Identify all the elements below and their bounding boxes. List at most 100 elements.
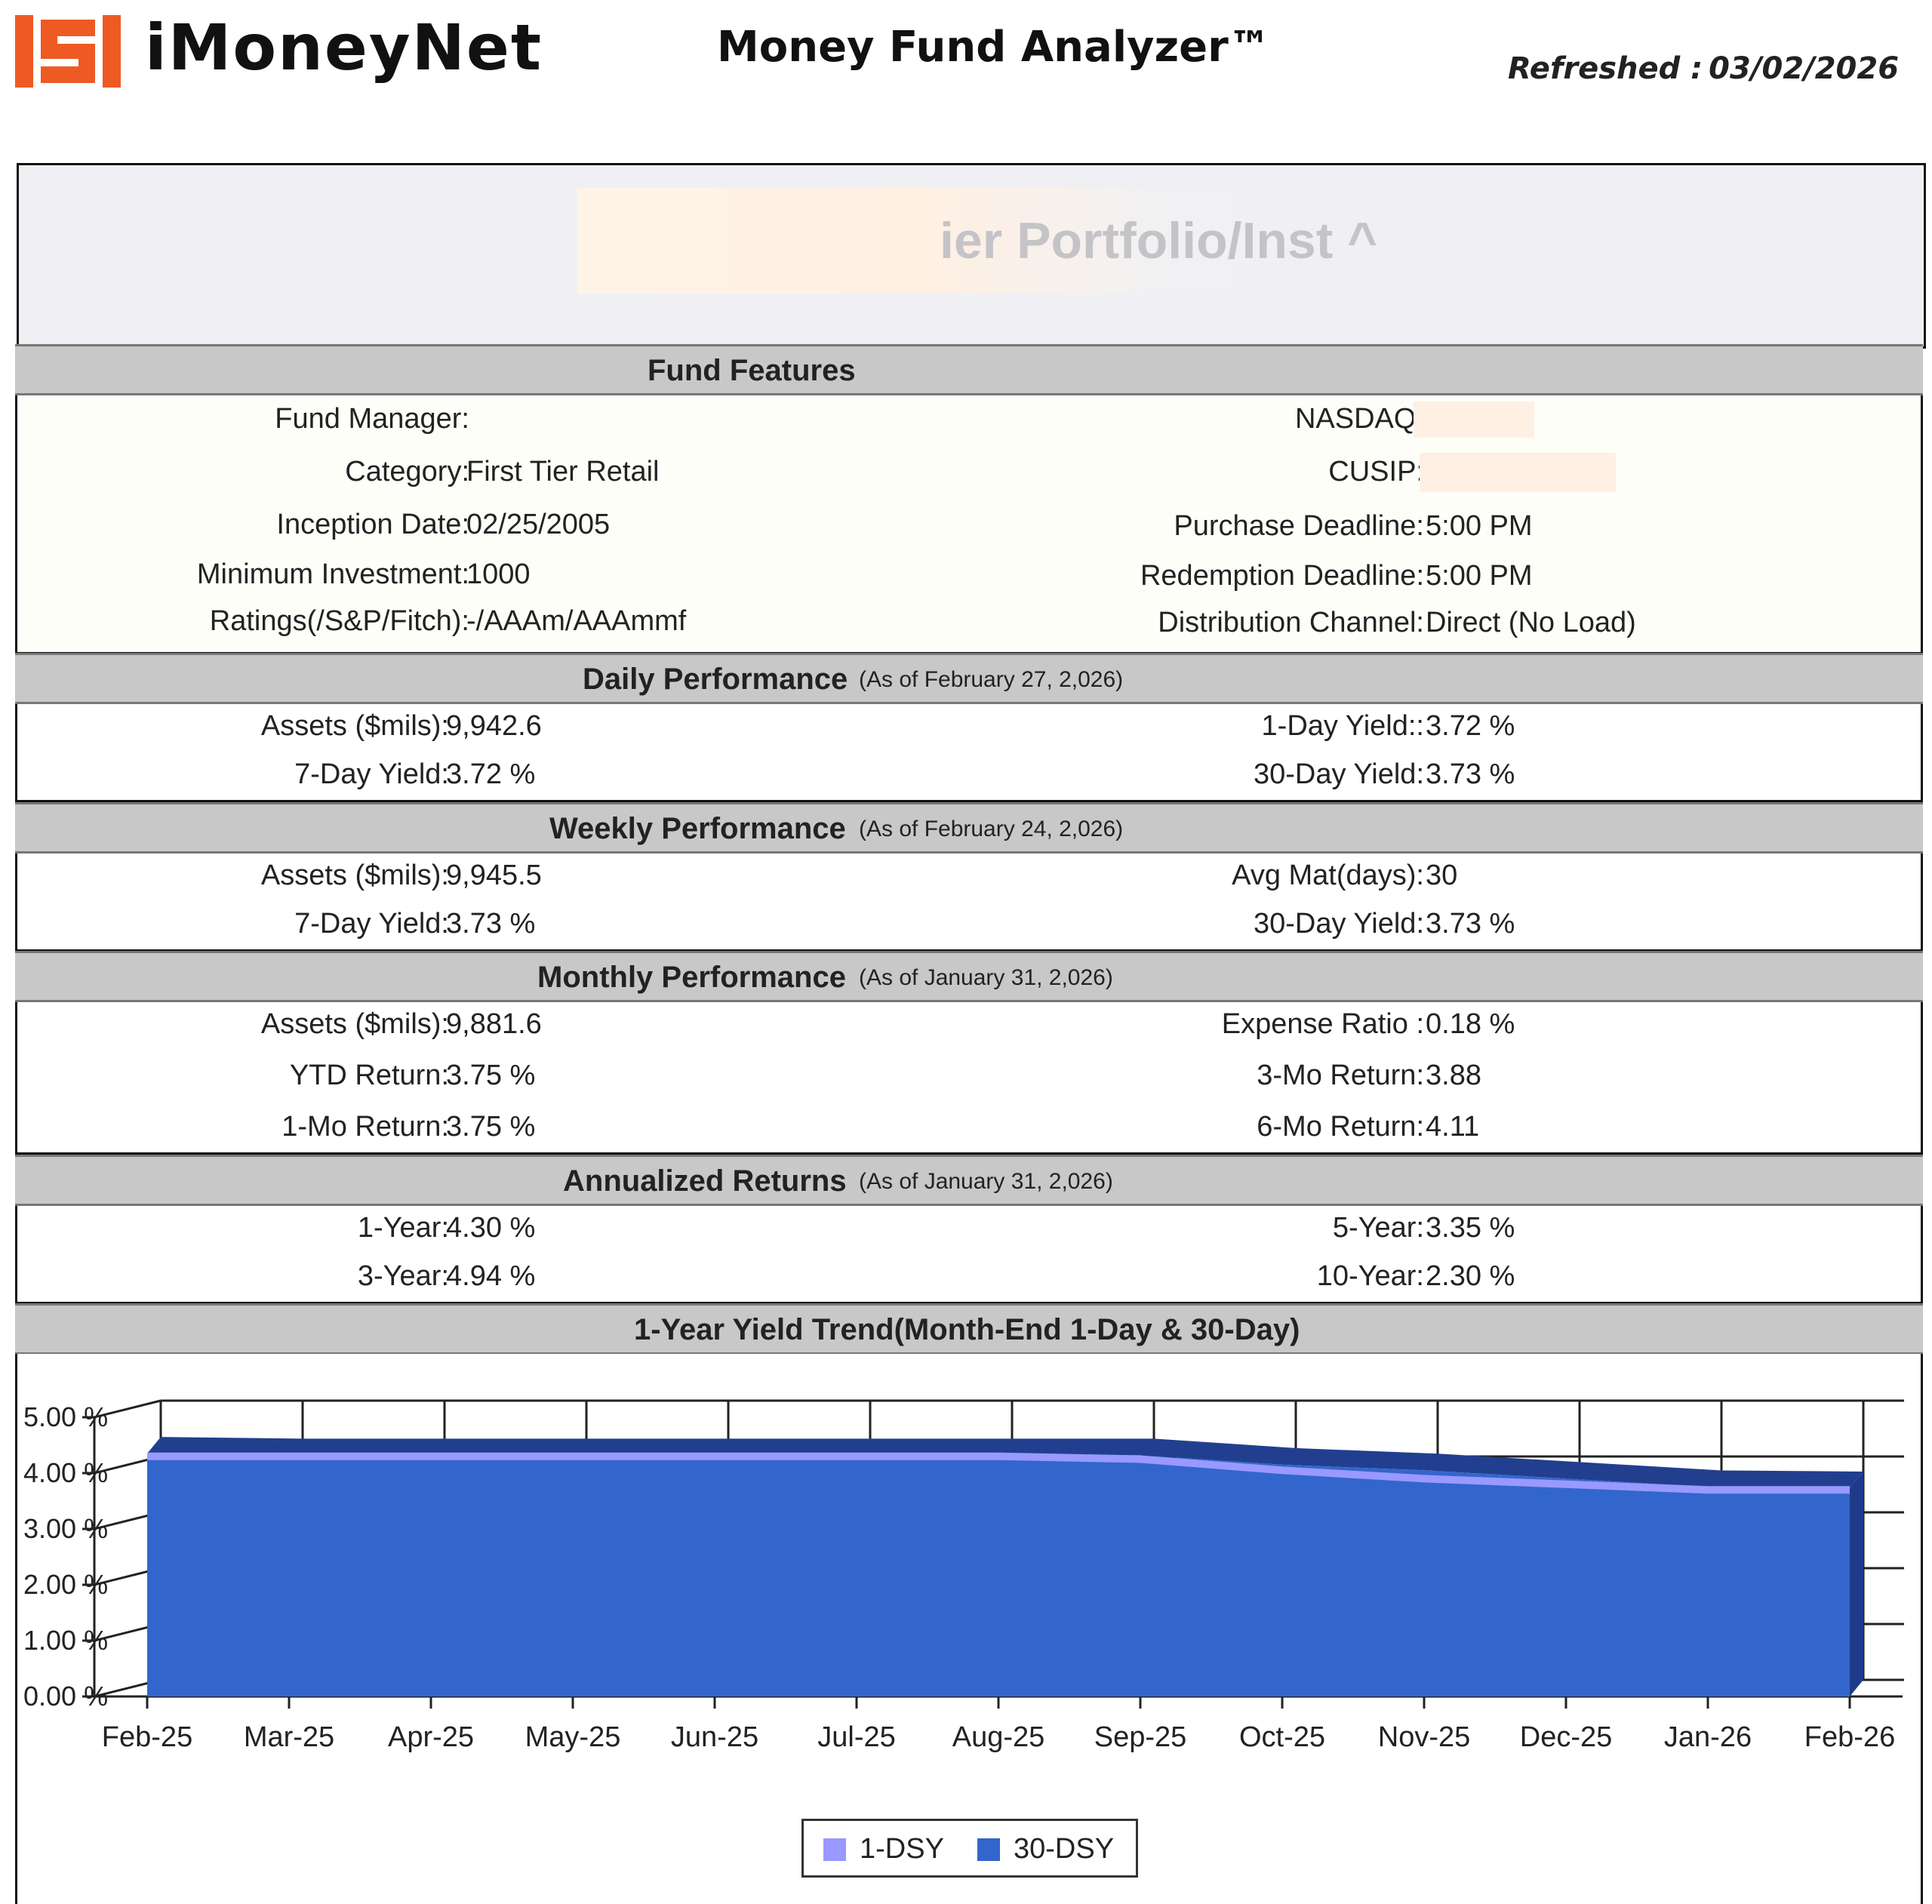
x-tick-label: Dec-25 [1520, 1721, 1613, 1753]
monthly-performance-body: Assets ($mils): 9,881.6 YTD Return: 3.75… [15, 1002, 1923, 1155]
annual-5y-value: 3.35 % [1426, 1212, 1515, 1244]
ratings-value: -/AAAm/AAAmmf [466, 605, 687, 637]
yield-trend-header: 1-Year Yield Trend(Month-End 1-Day & 30-… [15, 1303, 1923, 1355]
annualized-returns-title: Annualized Returns [563, 1164, 847, 1198]
weekly-assets-label: Assets ($mils): [260, 860, 449, 891]
daily-performance-header: Daily Performance (As of February 27, 2,… [15, 653, 1923, 704]
fund-name: ier Portfolio/Inst ^ [577, 188, 1423, 294]
monthly-performance-title: Monthly Performance [537, 961, 846, 994]
x-tick-label: Mar-25 [244, 1721, 334, 1753]
redemption-deadline-value: 5:00 PM [1426, 560, 1533, 592]
series-30dsy-top [147, 1437, 1863, 1488]
daily-30day-value: 3.73 % [1426, 758, 1515, 790]
daily-assets-value: 9,942.6 [446, 710, 542, 742]
weekly-30day-value: 3.73 % [1426, 908, 1515, 940]
x-tick-label: Jan-26 [1664, 1721, 1752, 1753]
weekly-avgmat-value: 30 [1426, 860, 1458, 891]
weekly-7day-label: 7-Day Yield: [294, 908, 449, 940]
fund-features-body: Fund Manager: Category: First Tier Retai… [15, 395, 1923, 654]
daily-1day-value: 3.72 % [1426, 710, 1515, 742]
weekly-performance-body: Assets ($mils): 9,945.5 7-Day Yield: 3.7… [15, 854, 1923, 952]
category-value: First Tier Retail [466, 456, 660, 488]
annual-3y-label: 3-Year: [357, 1260, 449, 1292]
daily-7day-value: 3.72 % [446, 758, 536, 790]
ratings-label: Ratings(/S&P/Fitch): [209, 605, 469, 637]
monthly-assets-value: 9,881.6 [446, 1008, 542, 1040]
annual-1y-label: 1-Year: [357, 1212, 449, 1244]
chart-legend: 1-DSY 30-DSY [801, 1819, 1138, 1878]
monthly-1mo-label: 1-Mo Return: [281, 1111, 449, 1143]
x-tick-label: Jul-25 [817, 1721, 896, 1753]
x-tick-label: Jun-25 [671, 1721, 758, 1753]
annual-3y-value: 4.94 % [446, 1260, 536, 1292]
annualized-returns-header: Annualized Returns (As of January 31, 2,… [15, 1155, 1923, 1206]
legend-label-1dsy: 1-DSY [860, 1833, 944, 1865]
cusip-label: CUSIP: [1328, 456, 1424, 488]
annual-10y-label: 10-Year: [1316, 1260, 1424, 1292]
weekly-assets-value: 9,945.5 [446, 860, 542, 891]
monthly-3mo-label: 3-Mo Return: [1257, 1060, 1424, 1091]
legend-item-30dsy: 30-DSY [977, 1833, 1114, 1866]
fund-features-header: Fund Features [15, 344, 1923, 395]
weekly-7day-value: 3.73 % [446, 908, 536, 940]
annual-5y-label: 5-Year: [1332, 1212, 1424, 1244]
nasdaq-redacted [1414, 401, 1534, 438]
fund-name-panel: ier Portfolio/Inst ^ [17, 163, 1926, 349]
legend-item-1dsy: 1-DSY [823, 1833, 944, 1866]
yield-trend-chart: 5.00 % 4.00 % 3.00 % 2.00 % 1.00 % 0.00 % Feb-… [15, 1354, 1923, 1904]
distribution-channel-label: Distribution Channel: [1158, 607, 1424, 638]
legend-swatch-30dsy [977, 1838, 1000, 1861]
monthly-assets-label: Assets ($mils): [260, 1008, 449, 1040]
annual-10y-value: 2.30 % [1426, 1260, 1515, 1292]
series-1dsy-line [147, 1452, 1850, 1494]
monthly-ytd-label: YTD Return: [289, 1060, 449, 1091]
monthly-expense-value: 0.18 % [1426, 1008, 1515, 1040]
daily-7day-label: 7-Day Yield: [294, 758, 449, 790]
brand-name: iMoneyNet [145, 11, 543, 85]
series-30dsy-area [147, 1453, 1850, 1696]
x-tick-label: Feb-26 [1804, 1721, 1895, 1753]
daily-as-of: (As of February 27, 2,026) [859, 667, 1124, 692]
weekly-30day-label: 30-Day Yield: [1253, 908, 1424, 940]
distribution-channel-value: Direct (No Load) [1426, 607, 1636, 638]
inception-label: Inception Date: [276, 509, 469, 540]
x-tick-label: Aug-25 [952, 1721, 1045, 1753]
monthly-6mo-label: 6-Mo Return: [1257, 1111, 1424, 1143]
weekly-performance-title: Weekly Performance [549, 812, 846, 845]
chart-title: 1-Year Yield Trend(Month-End 1-Day & 30-… [634, 1313, 1300, 1346]
daily-performance-title: Daily Performance [583, 663, 848, 696]
x-tick-label: Nov-25 [1378, 1721, 1471, 1753]
series-30dsy-side [1850, 1471, 1863, 1696]
min-investment-value: 1000 [466, 558, 531, 590]
monthly-6mo-value: 4.11 [1426, 1111, 1480, 1143]
app-title: Money Fund Analyzer™ [717, 23, 1271, 72]
annualized-returns-body: 1-Year: 4.30 % 3-Year: 4.94 % 5-Year: 3.… [15, 1206, 1923, 1304]
legend-label-30dsy: 30-DSY [1014, 1833, 1115, 1865]
monthly-expense-label: Expense Ratio : [1221, 1008, 1424, 1040]
x-tick-label: Apr-25 [388, 1721, 474, 1753]
redemption-deadline-label: Redemption Deadline: [1140, 560, 1424, 592]
weekly-performance-header: Weekly Performance (As of February 24, 2… [15, 802, 1923, 854]
daily-assets-label: Assets ($mils): [260, 710, 449, 742]
monthly-ytd-value: 3.75 % [446, 1060, 536, 1091]
min-investment-label: Minimum Investment: [196, 558, 469, 590]
refreshed-label: Refreshed : [1508, 51, 1703, 86]
monthly-3mo-value: 3.88 [1426, 1060, 1481, 1091]
purchase-deadline-label: Purchase Deadline: [1174, 510, 1424, 542]
legend-swatch-1dsy [823, 1838, 846, 1861]
inception-value: 02/25/2005 [466, 509, 611, 540]
x-tick-label: Oct-25 [1239, 1721, 1325, 1753]
fund-manager-label: Fund Manager: [275, 403, 469, 435]
purchase-deadline-value: 5:00 PM [1426, 510, 1533, 542]
monthly-performance-header: Monthly Performance (As of January 31, 2… [15, 951, 1923, 1002]
annual-1y-value: 4.30 % [446, 1212, 536, 1244]
daily-30day-label: 30-Day Yield: [1253, 758, 1424, 790]
refreshed-stamp: Refreshed :03/02/2026 [1508, 51, 1899, 86]
chart-svg: 5.00 %4.00 %3.00 %2.00 %1.00 %0.00 %Feb-… [23, 1399, 1904, 1753]
grid-wall-line [94, 1399, 162, 1419]
x-tick-label: Feb-25 [102, 1721, 192, 1753]
monthly-1mo-value: 3.75 % [446, 1111, 536, 1143]
monthly-as-of: (As of January 31, 2,026) [859, 965, 1113, 990]
weekly-as-of: (As of February 24, 2,026) [859, 817, 1124, 841]
refreshed-date: 03/02/2026 [1709, 51, 1900, 86]
